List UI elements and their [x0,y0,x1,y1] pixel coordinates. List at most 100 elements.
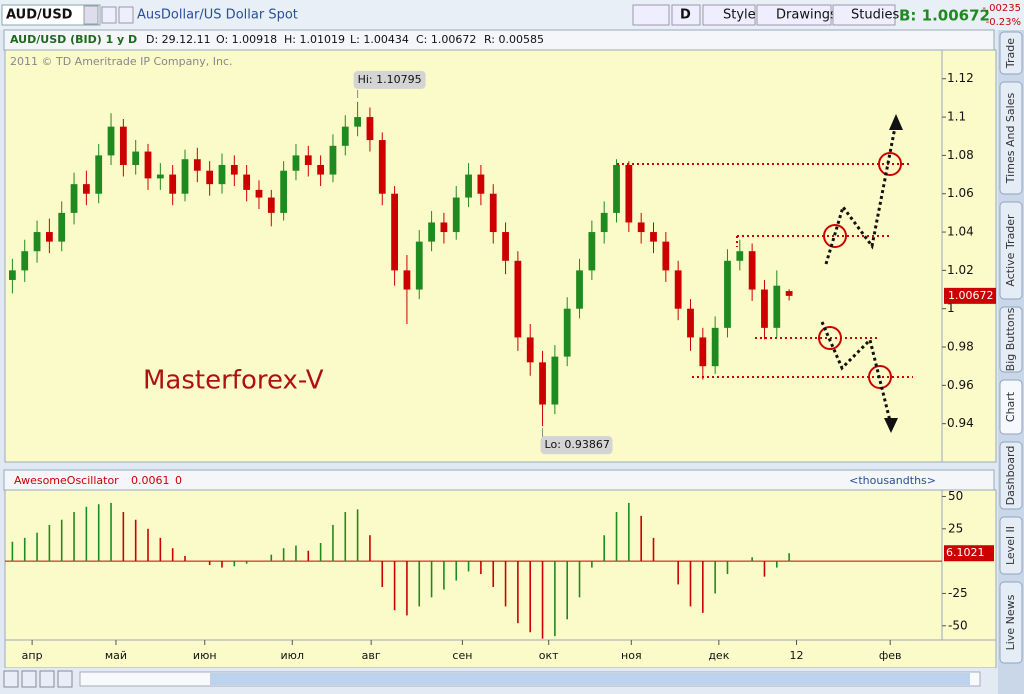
candle-body [107,126,115,156]
side-tab[interactable] [999,201,1023,300]
candle-body [761,289,768,328]
side-tab-label: Trade [1004,38,1017,69]
bid: B: 1.00672 [899,7,990,25]
price-plot [4,49,943,463]
symbol-dropdown[interactable] [83,5,99,25]
candle-body [255,189,263,198]
candle-body [144,151,152,179]
candle-body [687,308,694,338]
style-button[interactable] [702,4,756,26]
candle-body [304,155,312,165]
study-zero: 0 [175,474,182,487]
candle-body [280,170,288,213]
x-tick-label: авг [362,649,381,662]
candle-body [699,337,707,367]
candle-body [773,285,781,328]
link-button[interactable] [101,6,117,24]
candle-body [329,145,337,175]
header-date: D: 29.12.11 [146,33,211,46]
candle-body [465,174,472,198]
candle-body [181,159,189,194]
change: -.00235 [982,3,1021,14]
x-tick-label: дек [708,649,729,662]
x-tick-label: 12 [790,649,804,662]
candle-body [625,164,633,223]
y-tick-label: 25 [948,521,963,535]
y-tick-label: 0.94 [947,416,974,430]
osc-axis [941,489,997,641]
zoom-buttons[interactable] [3,670,73,688]
candle-body [724,260,731,328]
scenario-arrows [820,121,898,426]
candle-body [613,164,620,213]
side-tab[interactable] [999,516,1023,575]
x-tick-label: фев [879,649,902,662]
candle-body [391,193,398,271]
candle-body [711,327,719,367]
candle-body [45,232,53,242]
candle-body [477,174,485,194]
period: D [680,8,691,23]
candle-body [366,117,374,141]
header-low: L: 1.00434 [350,33,409,46]
candle-body [82,184,90,194]
instrument: AUD/USD (BID) 1 y D [10,33,137,46]
y-tick-label: -25 [948,586,968,600]
candle-body [169,174,177,194]
candle-body [58,212,66,242]
drawings-button[interactable] [756,4,832,26]
candle-body [218,164,226,185]
last-price-box [944,287,996,304]
x-tick-label: июн [193,649,217,662]
candle-body [514,260,522,338]
period-button[interactable] [671,4,701,26]
candle-body [600,212,608,233]
candle-body [563,308,571,357]
side-tab-label: Active Trader [1004,214,1017,287]
side-tab[interactable] [999,441,1023,510]
x-tick-label: июл [281,649,304,662]
candle-body [33,232,41,252]
price-axis [941,49,997,463]
side-tab[interactable] [999,31,1023,75]
hi-label: Hi: 1.10795 [358,73,422,86]
side-tab[interactable] [999,81,1023,195]
study-units: <thousandths> [849,474,936,487]
candle-body [662,241,670,271]
header-range: R: 0.00585 [484,33,544,46]
lo-box [540,436,613,455]
candle-body [748,251,756,290]
candle-body [193,159,201,171]
candle-body [119,126,127,165]
candle-body [9,270,16,280]
side-tab[interactable] [999,379,1023,435]
tool-button[interactable] [632,4,670,26]
hash-button[interactable] [118,6,134,24]
change-pct: -0.23% [986,17,1021,28]
candle-body [292,155,300,171]
header-close: C: 1.00672 [416,33,476,46]
candle-body [267,197,275,213]
circles [818,152,902,389]
y-tick-label: 1.06 [947,186,974,200]
candle-body [156,174,164,179]
candle-body [428,222,435,242]
side-tab[interactable] [999,581,1023,664]
osc-value-label: 6.1021 [946,546,985,559]
x-tick-label: апр [22,649,43,662]
studies-button[interactable] [832,4,896,26]
candle-body [243,174,251,190]
symbol-box[interactable] [1,4,101,26]
side-tab-label: Live News [1004,594,1017,650]
candle-body [440,222,448,233]
candle-body [489,193,497,233]
candle-body [736,251,744,261]
y-tick-label: 1.02 [947,263,974,277]
candle-body [341,126,349,146]
candle-body [378,140,386,194]
side-tab[interactable] [999,306,1023,373]
scroll-thumb[interactable] [210,673,970,685]
candle-body [452,197,460,233]
x-tick-label: ноя [621,649,642,662]
